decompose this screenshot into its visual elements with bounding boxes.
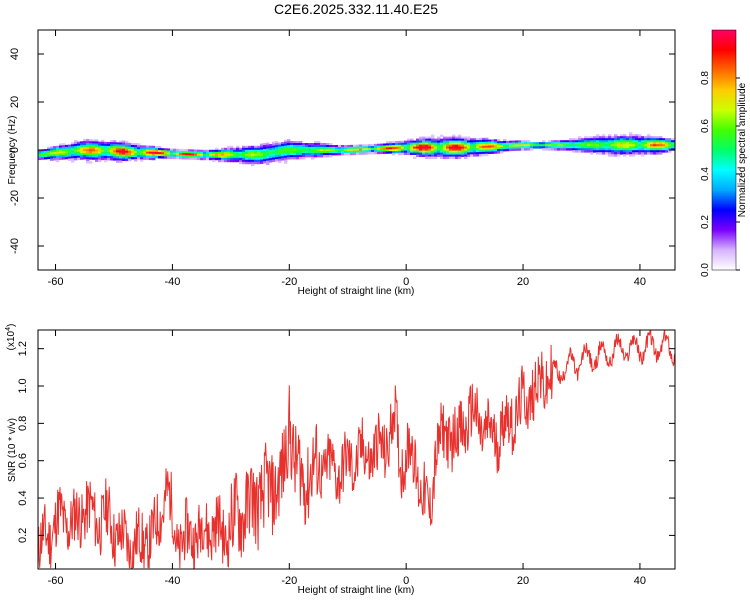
spectrogram-x-tick-label: 20 bbox=[517, 276, 529, 288]
colorbar-tick-label: 0.2 bbox=[700, 215, 711, 229]
snr-series-line bbox=[38, 330, 675, 569]
snr-panel: -60 -40 -20 0 20 40 0.2 0.4 0.6 0.8 1.0 1.2 Height … bbox=[5, 324, 676, 596]
colorbar: 0.0 0.2 0.4 0.6 0.8 Normalized spectral ampl… bbox=[700, 29, 748, 277]
snr-x-tick-label: -40 bbox=[164, 575, 180, 587]
snr-y-axis-label: SNR (10 * v/v) bbox=[7, 418, 18, 482]
spectrogram-x-tick-label: 0 bbox=[403, 276, 409, 288]
spectrogram-ticks: -60 -40 -20 0 20 40 -40 -20 0 20 40 bbox=[9, 30, 675, 288]
spectrogram-y-tick-label: 0 bbox=[9, 147, 21, 153]
snr-x-tick-label: 20 bbox=[517, 575, 529, 587]
spectrogram-x-axis-label: Height of straight line (km) bbox=[298, 286, 415, 297]
colorbar-tick-label: 0.0 bbox=[700, 263, 711, 277]
snr-y-tick-label: 0.4 bbox=[17, 490, 29, 505]
snr-y-multiplier-close: ) bbox=[6, 324, 17, 327]
colorbar-tick-label: 0.4 bbox=[700, 167, 711, 181]
colorbar-label: Normalized spectral amplitude bbox=[737, 82, 748, 217]
spectrogram-x-tick-label: -40 bbox=[164, 276, 180, 288]
snr-y-tick-label: 0.8 bbox=[17, 416, 29, 431]
spectrogram-y-tick-label: -40 bbox=[9, 238, 21, 254]
snr-x-tick-label: 0 bbox=[403, 575, 409, 587]
snr-x-tick-label: 40 bbox=[634, 575, 646, 587]
snr-y-multiplier-base: (x10 bbox=[6, 330, 17, 350]
snr-x-tick-label: -60 bbox=[48, 575, 64, 587]
snr-y-tick-label: 0.2 bbox=[17, 528, 29, 543]
snr-ticks: -60 -40 -20 0 20 40 0.2 0.4 0.6 0.8 1.0 1.2 bbox=[17, 330, 675, 587]
colorbar-frame bbox=[711, 29, 737, 271]
spectrogram-y-tick-label: 20 bbox=[9, 96, 21, 108]
spectrogram-y-tick-label: -20 bbox=[9, 190, 21, 206]
snr-y-multiplier: (x104) bbox=[5, 324, 17, 351]
spectrogram-x-tick-label: -20 bbox=[281, 276, 297, 288]
spectrogram-y-tick-label: 40 bbox=[9, 48, 21, 60]
colorbar-tick-label: 0.8 bbox=[700, 71, 711, 85]
spectrogram-x-tick-label: -60 bbox=[48, 276, 64, 288]
spectrogram-heatmap bbox=[38, 132, 675, 167]
spectrogram-y-axis-label: Frequency (Hz) bbox=[7, 116, 18, 185]
snr-y-tick-label: 1.2 bbox=[17, 341, 29, 356]
snr-x-tick-label: -20 bbox=[281, 575, 297, 587]
snr-y-multiplier-exp: 4 bbox=[5, 327, 12, 331]
snr-y-tick-label: 1.0 bbox=[17, 378, 29, 393]
snr-frame bbox=[37, 329, 676, 570]
snr-x-axis-label: Height of straight line (km) bbox=[298, 585, 415, 596]
colorbar-ticks: 0.0 0.2 0.4 0.6 0.8 bbox=[700, 71, 740, 277]
spectrogram-panel: -60 -40 -20 0 20 40 -40 -20 0 20 40 Height of stra… bbox=[7, 29, 676, 297]
svg-text:(x104): (x104) bbox=[5, 324, 17, 351]
snr-y-tick-label: 0.6 bbox=[17, 453, 29, 468]
spectrogram-x-tick-label: 40 bbox=[634, 276, 646, 288]
chart-title: C2E6.2025.332.11.40.E25 bbox=[274, 1, 438, 17]
colorbar-gradient bbox=[712, 30, 736, 270]
colorbar-tick-label: 0.6 bbox=[700, 119, 711, 133]
